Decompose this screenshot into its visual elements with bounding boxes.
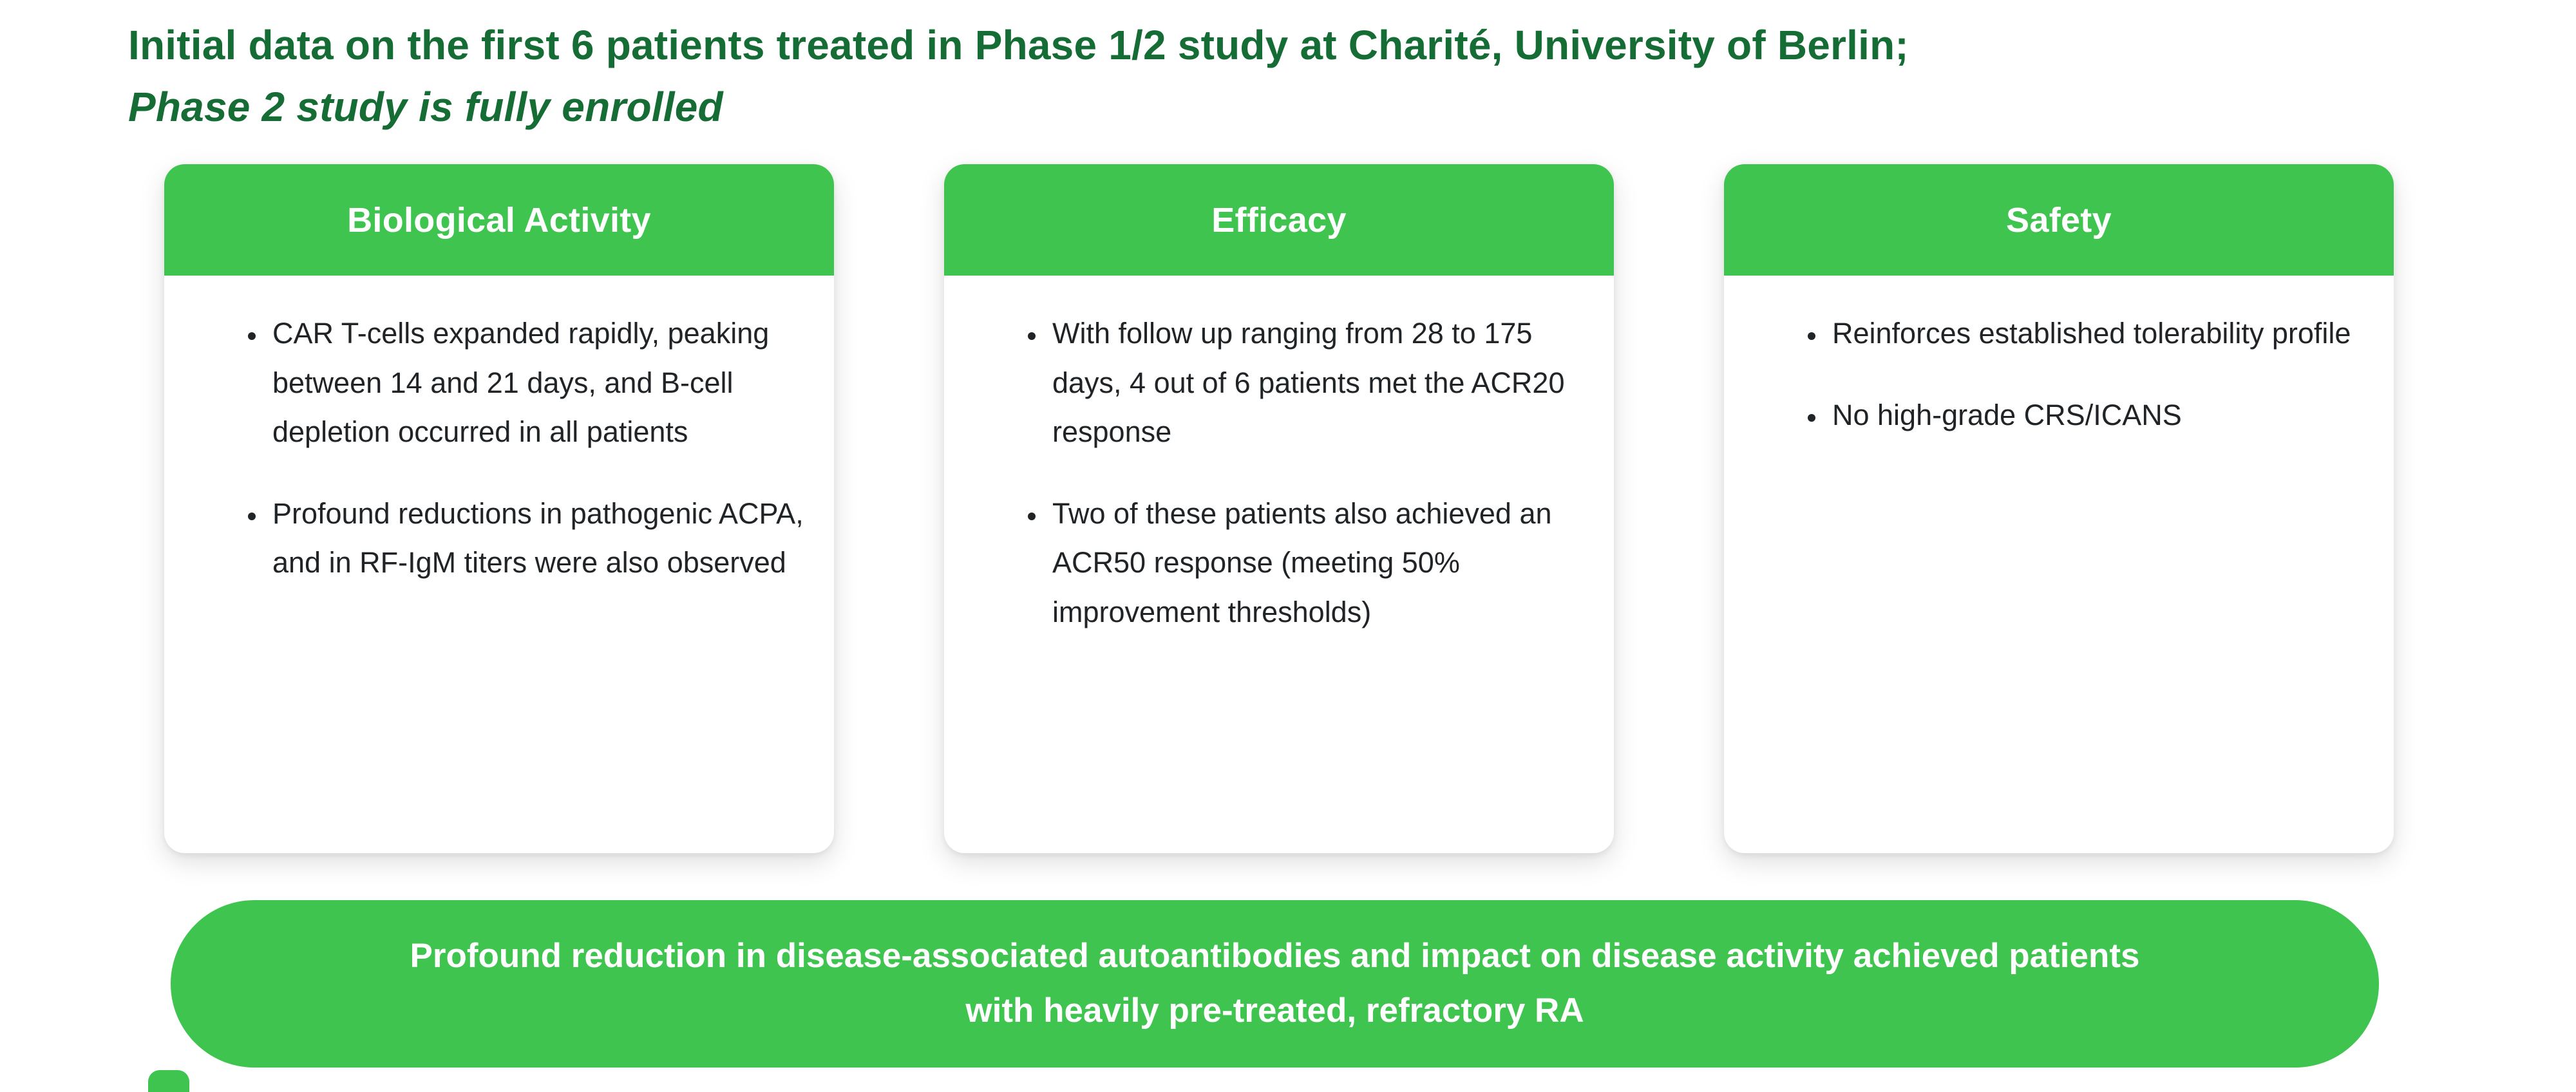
bullet-list-safety: Reinforces established tolerability prof… [1724, 276, 2394, 440]
bullet-item: No high-grade CRS/ICANS [1827, 391, 2367, 440]
card-safety: Safety Reinforces established tolerabili… [1724, 164, 2394, 853]
summary-banner-text: Profound reduction in disease-associated… [410, 937, 2140, 1030]
title-line-1: Initial data on the first 6 patients tre… [128, 22, 1909, 68]
summary-banner: Profound reduction in disease-associated… [171, 900, 2379, 1068]
bullet-item: Reinforces established tolerability prof… [1827, 309, 2367, 359]
title-line-2: Phase 2 study is fully enrolled [128, 84, 723, 130]
card-header-biological-activity: Biological Activity [164, 164, 834, 276]
bullet-item: Two of these patients also achieved an A… [1047, 489, 1587, 637]
bullet-item: Profound reductions in pathogenic ACPA, … [267, 489, 807, 588]
bullet-item: With follow up ranging from 28 to 175 da… [1047, 309, 1587, 457]
bullet-item: CAR T-cells expanded rapidly, peaking be… [267, 309, 807, 457]
card-header-efficacy: Efficacy [944, 164, 1614, 276]
card-header-safety: Safety [1724, 164, 2394, 276]
bullet-list-efficacy: With follow up ranging from 28 to 175 da… [944, 276, 1614, 637]
slide-title: Initial data on the first 6 patients tre… [128, 14, 1909, 138]
decorative-partial-shape [148, 1070, 189, 1092]
bullet-list-biological-activity: CAR T-cells expanded rapidly, peaking be… [164, 276, 834, 588]
card-biological-activity: Biological Activity CAR T-cells expanded… [164, 164, 834, 853]
cards-row: Biological Activity CAR T-cells expanded… [164, 164, 2394, 853]
card-efficacy: Efficacy With follow up ranging from 28 … [944, 164, 1614, 853]
